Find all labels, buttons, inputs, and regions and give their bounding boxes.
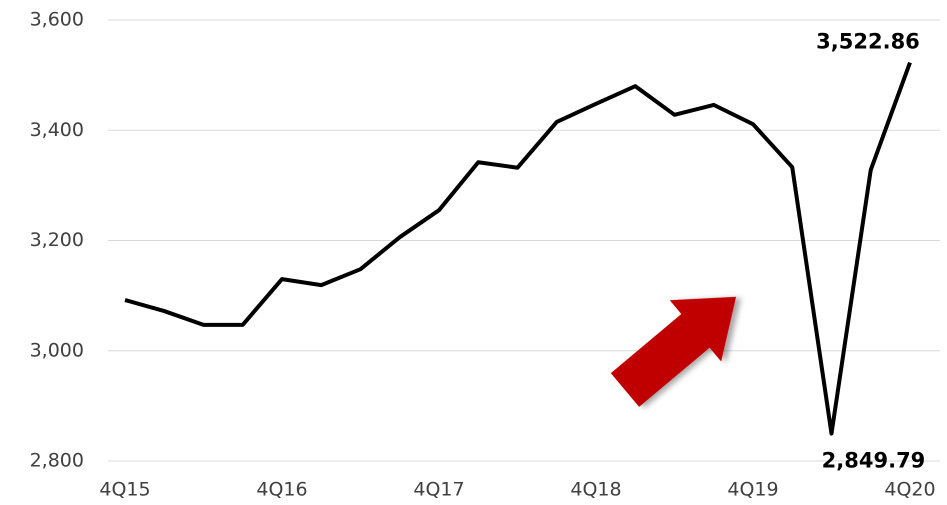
x-tick-label: 4Q20	[884, 479, 935, 501]
x-tick-label: 4Q18	[570, 479, 621, 501]
y-tick-label: 2,800	[30, 450, 84, 472]
y-tick-label: 3,000	[30, 339, 84, 361]
value-label: 2,849.79	[822, 449, 926, 473]
x-tick-label: 4Q17	[413, 479, 464, 501]
arrow	[610, 296, 737, 407]
x-tick-label: 4Q15	[99, 479, 150, 501]
y-tick-label: 3,200	[30, 229, 84, 251]
y-tick-label: 3,400	[30, 119, 84, 141]
value-label: 3,522.86	[816, 30, 920, 54]
line	[124, 61, 912, 436]
y-tick-label: 3,600	[30, 9, 84, 31]
x-tick-label: 4Q16	[256, 479, 307, 501]
x-tick-label: 4Q19	[727, 479, 778, 501]
